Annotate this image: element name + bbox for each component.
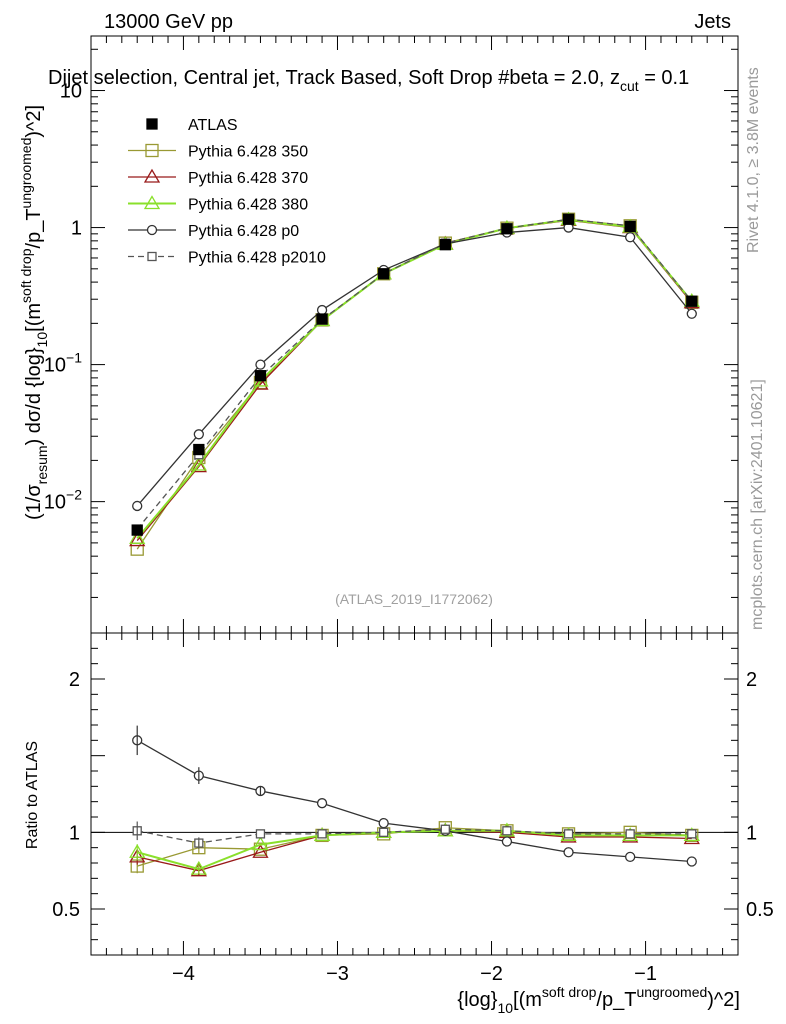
legend-entry: Pythia 6.428 p0 xyxy=(128,223,299,240)
ratio-point xyxy=(687,829,697,839)
series-point xyxy=(252,375,269,390)
data-point xyxy=(501,223,513,235)
series-line-ratio xyxy=(136,739,692,863)
data-point xyxy=(562,213,575,225)
data-point xyxy=(131,524,143,536)
ratio-y-tick-label: 1 xyxy=(69,822,80,844)
main-y-tick-label: 1 xyxy=(71,218,82,240)
ratio-point xyxy=(563,829,574,839)
main-y-tick-label: 10−1 xyxy=(44,350,82,377)
main-y-tick-label: 10−2 xyxy=(44,487,82,514)
data-point xyxy=(439,239,451,251)
series-atlas xyxy=(131,213,698,536)
header-energy-label: 13000 GeV pp xyxy=(104,11,233,33)
legend-marker xyxy=(143,168,161,183)
ratio-point xyxy=(252,836,269,851)
series-line-ratio xyxy=(137,830,692,872)
x-tick-label: −4 xyxy=(172,963,195,985)
series-point xyxy=(316,304,328,316)
ratio-point xyxy=(190,862,207,877)
legend-label: Pythia 6.428 p2010 xyxy=(188,250,326,267)
data-point xyxy=(378,268,390,280)
series-point xyxy=(193,429,204,440)
ratio-point xyxy=(625,851,636,863)
x-tick-label: −3 xyxy=(326,963,349,985)
series-point xyxy=(132,500,143,512)
legend-entry: Pythia 6.428 370 xyxy=(128,168,308,187)
ratio-point xyxy=(686,856,697,867)
ratio-point xyxy=(501,836,513,847)
ratio-point xyxy=(625,829,635,839)
series-line-main xyxy=(136,218,693,539)
series-point xyxy=(625,232,636,243)
ratio-point xyxy=(255,829,266,839)
series-5 xyxy=(132,214,697,848)
main-y-axis-label: (1/σresum) dσ/d {log}10[(msoft drop/p_Tu… xyxy=(18,105,50,520)
legend-label: ATLAS xyxy=(188,117,238,134)
ratio-point xyxy=(563,847,574,858)
legend-marker xyxy=(147,251,157,262)
data-point xyxy=(254,370,267,382)
ratio-y-tick-label: 0.5 xyxy=(52,899,80,921)
legend-label: Pythia 6.428 370 xyxy=(188,170,308,187)
series-point xyxy=(129,532,146,547)
series-line-ratio xyxy=(136,829,692,871)
series-point xyxy=(190,456,207,471)
mcplots-label: mcplots.cern.ch [arXiv:2401.10621] xyxy=(749,379,766,630)
legend-marker xyxy=(143,195,161,210)
ratio-point xyxy=(440,824,450,834)
series-point xyxy=(686,308,697,319)
ratio-point xyxy=(502,826,512,836)
series-line-ratio xyxy=(137,828,692,844)
series-2 xyxy=(129,212,700,877)
data-point xyxy=(316,313,328,325)
series-line-main xyxy=(136,218,693,530)
x-axis-label: {log}10[(msoft drop/p_Tungroomed)^2] xyxy=(457,984,740,1016)
legend-entry: Pythia 6.428 380 xyxy=(128,195,308,214)
ratio-point xyxy=(379,827,389,837)
series-3 xyxy=(129,211,700,875)
ratio-point xyxy=(316,798,328,809)
analysis-watermark: (ATLAS_2019_I1772062) xyxy=(335,591,493,607)
legend-entry: ATLAS xyxy=(146,117,238,134)
legend-label: Pythia 6.428 350 xyxy=(188,144,308,161)
legend-label: Pythia 6.428 p0 xyxy=(188,223,299,240)
ratio-y-tick-label: 2 xyxy=(69,669,80,691)
series-point xyxy=(129,530,146,544)
data-point xyxy=(686,295,698,307)
series-line-main xyxy=(136,226,693,507)
series-point xyxy=(255,359,266,370)
series-point xyxy=(190,458,207,473)
legend-label: Pythia 6.428 380 xyxy=(188,197,308,214)
series-4 xyxy=(132,222,697,867)
legend-entry: Pythia 6.428 350 xyxy=(128,144,308,161)
header-jets-label: Jets xyxy=(694,11,731,33)
ratio-point xyxy=(317,829,327,839)
ratio-y-tick-label-right: 2 xyxy=(746,669,757,691)
legend-marker xyxy=(146,118,158,130)
data-point xyxy=(193,443,205,456)
x-tick-label: −2 xyxy=(480,963,503,985)
ratio-error-bars xyxy=(136,725,262,876)
data-point xyxy=(624,220,636,233)
main-y-tick-label: 10 xyxy=(60,81,82,103)
ratio-y-axis-label: Ratio to ATLAS xyxy=(24,741,41,849)
x-tick-label: −1 xyxy=(634,963,657,985)
ratio-point xyxy=(378,817,389,829)
ratio-point xyxy=(252,843,269,858)
legend-marker xyxy=(145,143,159,158)
ratio-y-tick-label-right: 0.5 xyxy=(746,899,774,921)
series-line-main xyxy=(136,218,693,550)
series-1 xyxy=(130,212,699,873)
ratio-y-tick-label-right: 1 xyxy=(746,822,757,844)
legend-marker xyxy=(146,224,158,236)
legend-entry: Pythia 6.428 p2010 xyxy=(128,250,326,267)
rivet-label: Rivet 4.1.0, ≥ 3.8M events xyxy=(745,67,762,253)
plot-title: Dijet selection, Central jet, Track Base… xyxy=(48,67,689,94)
series-line-main xyxy=(136,219,693,541)
ratio-plot-frame xyxy=(90,632,739,956)
